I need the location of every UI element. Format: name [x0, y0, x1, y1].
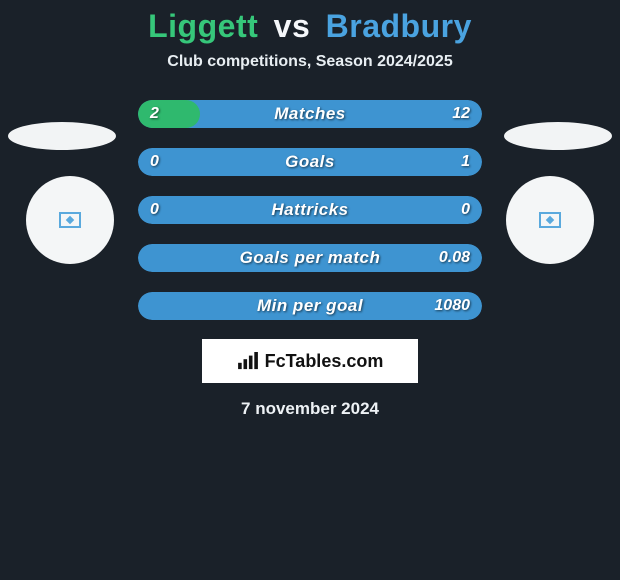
stat-value-left: 2: [150, 100, 159, 128]
stat-value-right: 1080: [434, 292, 470, 320]
stat-label: Min per goal: [138, 292, 482, 320]
stat-value-right: 12: [452, 100, 470, 128]
page-title: Liggett vs Bradbury: [0, 8, 620, 45]
stat-value-right: 0: [461, 196, 470, 224]
brand-box: FcTables.com: [202, 339, 418, 383]
stat-value-left: 0: [150, 148, 159, 176]
stat-label: Hattricks: [138, 196, 482, 224]
player2-name: Bradbury: [326, 8, 472, 44]
stat-bar: Min per goal1080: [138, 292, 482, 320]
vs-text: vs: [274, 8, 311, 44]
player1-name: Liggett: [148, 8, 258, 44]
date-text: 7 november 2024: [0, 399, 620, 419]
stat-label: Matches: [138, 100, 482, 128]
stat-row: Goals per match0.08: [0, 243, 620, 273]
comparison-infographic: Liggett vs Bradbury Club competitions, S…: [0, 0, 620, 419]
stat-row: Matches2 12: [0, 99, 620, 129]
stat-label: Goals per match: [138, 244, 482, 272]
stat-bar: Matches2 12: [138, 100, 482, 128]
stat-row: Hattricks0 0: [0, 195, 620, 225]
stat-value-right: 0.08: [439, 244, 470, 272]
stat-bar: Hattricks0 0: [138, 196, 482, 224]
stat-bar: Goals0 1: [138, 148, 482, 176]
stat-bar: Goals per match0.08: [138, 244, 482, 272]
subtitle: Club competitions, Season 2024/2025: [0, 53, 620, 71]
brand-bars-icon: [237, 352, 259, 370]
stat-label: Goals: [138, 148, 482, 176]
stat-value-left: 0: [150, 196, 159, 224]
brand-text: FcTables.com: [265, 351, 384, 372]
stat-row: Min per goal1080: [0, 291, 620, 321]
stat-row: Goals0 1: [0, 147, 620, 177]
stat-value-right: 1: [461, 148, 470, 176]
